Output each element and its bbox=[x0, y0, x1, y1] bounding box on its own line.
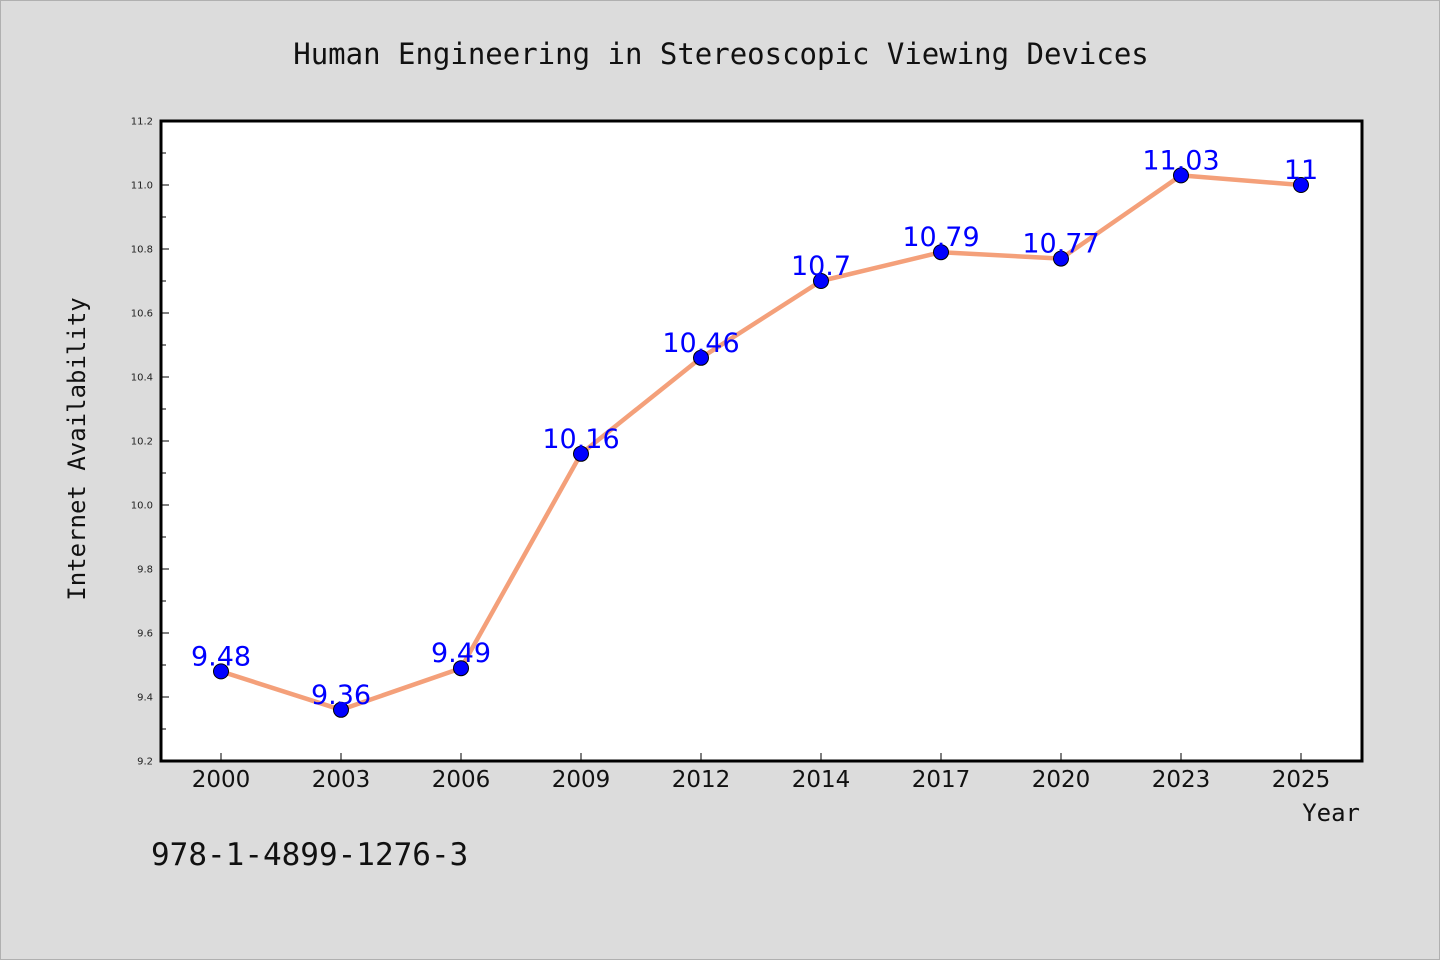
y-tick-label: 10.8 bbox=[131, 245, 153, 256]
x-tick-label: 2003 bbox=[312, 767, 371, 793]
data-labels: 9.48 9.36 9.49 10.16 10.46 10.7 10.79 10.77 11.0… bbox=[191, 145, 1318, 710]
series-line bbox=[218, 173, 1304, 713]
data-label: 10.16 bbox=[542, 424, 619, 455]
y-axis-label: Internet Availability bbox=[63, 297, 91, 600]
data-point bbox=[693, 349, 709, 366]
data-point bbox=[1293, 177, 1309, 193]
x-tick-label: 2023 bbox=[1152, 767, 1211, 793]
y-tick-label: 9.2 bbox=[137, 757, 153, 768]
data-point bbox=[813, 273, 829, 289]
data-point bbox=[1053, 250, 1069, 267]
data-label: 10.7 bbox=[791, 251, 851, 282]
data-point bbox=[333, 701, 349, 718]
y-axis: 9.2 9.4 9.6 9.8 10.0 10.2 10.4 10.6 10.8 11.0 11.2 bbox=[131, 117, 169, 768]
x-tick-label: 2012 bbox=[672, 767, 731, 793]
y-tick-label: 11.0 bbox=[131, 181, 153, 192]
data-label: 11 bbox=[1284, 155, 1318, 186]
data-point bbox=[1173, 167, 1189, 184]
y-tick-label: 10.4 bbox=[131, 373, 153, 384]
x-tick-label: 2017 bbox=[912, 767, 971, 793]
x-tick-label: 2009 bbox=[552, 767, 611, 793]
y-tick-label: 10.6 bbox=[131, 309, 153, 320]
data-label: 10.77 bbox=[1022, 229, 1099, 260]
plot-area bbox=[159, 119, 1364, 763]
x-axis-label: Year bbox=[1302, 799, 1360, 827]
data-label: 10.79 bbox=[902, 222, 979, 253]
data-label: 9.48 bbox=[191, 641, 251, 672]
data-label: 11.03 bbox=[1142, 145, 1219, 176]
x-tick-label: 2014 bbox=[792, 767, 851, 793]
data-label: 10.46 bbox=[662, 328, 739, 359]
data-point bbox=[933, 244, 949, 261]
y-tick-label: 10.2 bbox=[131, 437, 153, 448]
y-tick-label: 11.2 bbox=[131, 117, 153, 128]
y-tick-label: 10.0 bbox=[131, 501, 153, 512]
x-tick-label: 2006 bbox=[432, 767, 491, 793]
y-tick-label: 9.8 bbox=[137, 565, 153, 576]
x-tick-label: 2025 bbox=[1272, 767, 1331, 793]
isbn-footer: 978-1-4899-1276-3 bbox=[151, 837, 468, 873]
data-point bbox=[453, 660, 469, 677]
y-tick-label: 9.6 bbox=[137, 629, 153, 640]
data-point bbox=[573, 445, 589, 462]
data-point bbox=[213, 663, 229, 680]
series-markers bbox=[213, 167, 1309, 718]
data-label: 9.49 bbox=[431, 638, 491, 669]
chart-title: Human Engineering in Stereoscopic Viewin… bbox=[293, 37, 1149, 71]
x-tick-label: 2000 bbox=[192, 767, 251, 793]
x-axis: 2000 2003 2006 2009 2012 2014 2017 2020 2023 2025 bbox=[192, 753, 1331, 793]
data-label: 9.36 bbox=[311, 680, 371, 711]
x-tick-label: 2020 bbox=[1032, 767, 1091, 793]
y-tick-label: 9.4 bbox=[137, 693, 153, 704]
